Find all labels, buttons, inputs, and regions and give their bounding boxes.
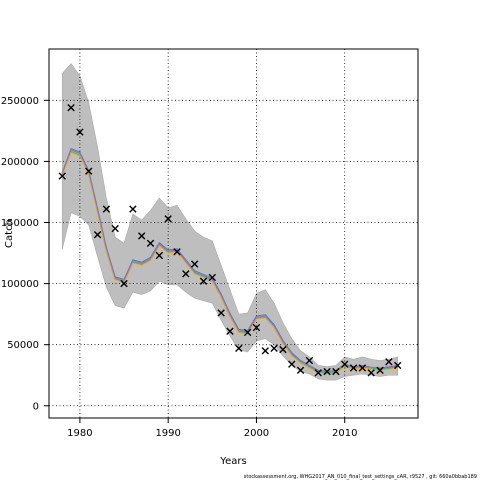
- observed-point-stroke-b: [314, 369, 322, 377]
- observed-point-2012: [358, 364, 367, 372]
- observed-point-1978: [58, 172, 66, 180]
- observed-point-stroke-b: [102, 205, 111, 213]
- observed-point-stroke-b: [129, 205, 137, 213]
- observed-point-stroke-b: [182, 270, 190, 278]
- x-tick-label: 1990: [155, 428, 180, 439]
- observed-point-1981: [85, 167, 93, 175]
- observed-point-stroke-b: [332, 367, 340, 376]
- plot-frame: [48, 48, 419, 419]
- observed-point-stroke-b: [120, 279, 128, 288]
- observed-point-2011: [349, 364, 358, 372]
- observed-point-stroke-b: [137, 232, 146, 240]
- observed-point-stroke-b: [235, 344, 243, 353]
- observed-point-1986: [129, 205, 137, 213]
- observed-point-2001: [261, 347, 269, 355]
- observed-point-1994: [199, 277, 208, 285]
- y-tick-label: 200000: [1, 157, 39, 168]
- observed-point-stroke-b: [305, 356, 314, 365]
- footnote: stockassessment.org, WHG2017_AN_010_fina…: [244, 474, 477, 480]
- observed-point-1998: [235, 344, 243, 353]
- observed-point-1983: [102, 205, 111, 213]
- observed-point-stroke-b: [173, 248, 181, 256]
- observed-point-stroke-b: [279, 345, 287, 354]
- observed-point-2000: [252, 323, 261, 332]
- observed-point-1989: [155, 251, 164, 260]
- observed-point-2010: [341, 360, 349, 368]
- y-axis-title: Catch: [4, 219, 15, 248]
- observed-point-2003: [279, 345, 287, 354]
- observed-point-stroke-b: [367, 369, 375, 377]
- observed-point-stroke-b: [217, 309, 225, 317]
- observed-point-2002: [270, 344, 278, 353]
- x-tick-label: 1980: [67, 428, 92, 439]
- confidence-band: [61, 63, 398, 381]
- observed-point-1992: [182, 270, 190, 278]
- observed-point-stroke-b: [243, 328, 252, 337]
- observed-point-stroke-b: [76, 128, 84, 136]
- observed-point-stroke-b: [146, 239, 155, 247]
- observed-point-stroke-b: [58, 172, 66, 180]
- y-tick-label: 0: [33, 401, 39, 412]
- observed-point-2013: [367, 369, 375, 377]
- observed-point-1990: [164, 215, 172, 223]
- observed-point-stroke-b: [67, 103, 75, 112]
- observed-point-stroke-b: [270, 344, 278, 353]
- observed-point-stroke-b: [208, 273, 217, 282]
- observed-point-stroke-b: [199, 277, 208, 285]
- observed-point-2016: [394, 361, 402, 370]
- observed-point-stroke-b: [261, 347, 269, 355]
- observed-point-1985: [120, 279, 128, 288]
- observed-point-stroke-b: [358, 364, 367, 372]
- observed-point-1991: [173, 248, 181, 256]
- observed-point-stroke-b: [376, 366, 384, 375]
- observed-point-2015: [385, 358, 393, 366]
- observed-point-1987: [137, 232, 146, 240]
- observed-point-stroke-b: [341, 360, 349, 368]
- x-tick-label: 2010: [332, 428, 357, 439]
- observed-point-stroke-b: [155, 251, 164, 260]
- observed-point-stroke-b: [85, 167, 93, 175]
- observed-point-2004: [288, 360, 296, 368]
- observed-point-1993: [190, 260, 199, 268]
- observed-point-stroke-b: [226, 327, 234, 335]
- observed-point-2009: [332, 367, 340, 376]
- x-axis-title: Years: [219, 456, 246, 467]
- observed-point-1982: [93, 231, 102, 239]
- observed-point-1984: [111, 224, 119, 233]
- observed-marker-layer: [58, 103, 402, 377]
- observed-point-1988: [146, 239, 155, 247]
- observed-point-2007: [314, 369, 322, 377]
- observed-point-stroke-b: [323, 367, 331, 376]
- observed-point-2008: [323, 367, 331, 376]
- confidence-band-layer: [61, 63, 398, 381]
- observed-point-stroke-b: [190, 260, 199, 268]
- observed-point-1996: [217, 309, 225, 317]
- y-tick-label: 100000: [1, 279, 39, 290]
- y-tick-label: 150000: [1, 218, 39, 229]
- observed-point-1995: [208, 273, 217, 282]
- observed-point-stroke-b: [349, 364, 358, 372]
- y-tick-label: 250000: [1, 96, 39, 107]
- observed-point-2014: [376, 366, 384, 375]
- observed-point-stroke-b: [288, 360, 296, 368]
- observed-point-stroke-b: [385, 358, 393, 366]
- observed-point-1979: [67, 103, 75, 112]
- axis-layer: 1980 1990 2000 2010 0 50000 100000 150000 200000…: [1, 96, 358, 439]
- observed-point-1997: [226, 327, 234, 335]
- observed-point-stroke-b: [93, 231, 102, 239]
- observed-point-1999: [243, 328, 252, 337]
- observed-point-stroke-b: [394, 361, 402, 370]
- observed-point-1980: [76, 128, 84, 136]
- y-tick-label: 50000: [7, 340, 39, 351]
- observed-point-stroke-b: [111, 224, 119, 233]
- observed-point-stroke-b: [296, 366, 305, 375]
- observed-point-2006: [305, 356, 314, 365]
- observed-point-stroke-b: [164, 215, 172, 223]
- x-tick-label: 2000: [244, 428, 269, 439]
- observed-point-2005: [296, 366, 305, 375]
- series-line-4: [61, 151, 398, 375]
- observed-point-stroke-b: [252, 323, 261, 332]
